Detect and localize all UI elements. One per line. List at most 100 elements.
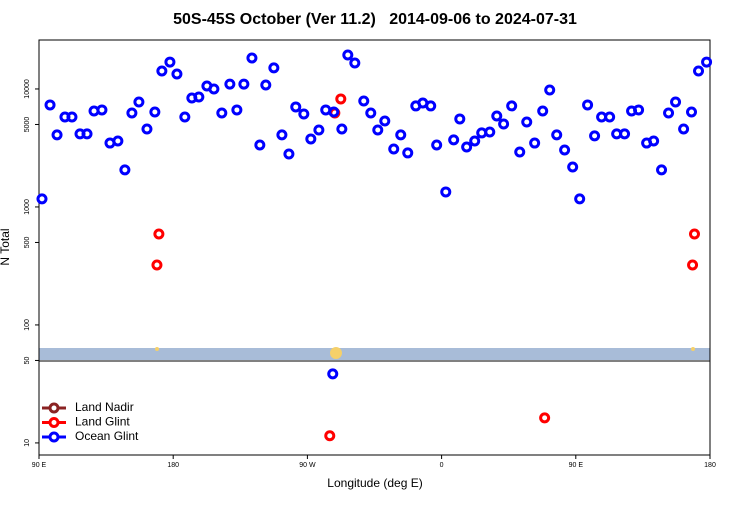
point bbox=[461, 141, 473, 153]
strip-dot bbox=[330, 347, 342, 359]
x-tick-label: 90 E bbox=[569, 462, 584, 469]
point bbox=[254, 139, 266, 151]
point bbox=[693, 65, 705, 77]
x-tick-label: 180 bbox=[167, 462, 179, 469]
point bbox=[328, 106, 340, 118]
point bbox=[96, 104, 108, 116]
point bbox=[327, 368, 339, 380]
point bbox=[498, 118, 510, 130]
point bbox=[551, 129, 563, 141]
point bbox=[156, 65, 168, 77]
x-tick-label: 0 bbox=[440, 462, 444, 469]
point bbox=[216, 107, 228, 119]
point bbox=[66, 111, 78, 123]
point bbox=[663, 107, 675, 119]
point bbox=[268, 62, 280, 74]
point bbox=[246, 52, 258, 64]
x-tick-label: 90 W bbox=[299, 462, 316, 469]
point bbox=[290, 101, 302, 113]
point bbox=[276, 129, 288, 141]
point bbox=[529, 137, 541, 149]
point bbox=[589, 130, 601, 142]
point bbox=[358, 95, 370, 107]
point bbox=[342, 49, 354, 61]
strip-dot bbox=[691, 347, 695, 351]
point bbox=[670, 96, 682, 108]
legend-label: Ocean Glint bbox=[75, 429, 139, 443]
y-tick-label: 100 bbox=[24, 319, 31, 331]
point bbox=[425, 100, 437, 112]
y-tick-label: 5000 bbox=[24, 117, 31, 133]
point bbox=[687, 259, 699, 271]
point bbox=[388, 143, 400, 155]
y-axis-label: N Total bbox=[0, 228, 12, 265]
point bbox=[506, 100, 518, 112]
point bbox=[469, 135, 481, 147]
point bbox=[44, 99, 56, 111]
point bbox=[619, 128, 631, 140]
point bbox=[365, 107, 377, 119]
point bbox=[324, 430, 336, 442]
land-strip bbox=[39, 348, 710, 360]
point bbox=[701, 56, 713, 68]
y-tick-label: 500 bbox=[24, 237, 31, 249]
point bbox=[686, 106, 698, 118]
point bbox=[372, 124, 384, 136]
point bbox=[544, 84, 556, 96]
point bbox=[521, 116, 533, 128]
point bbox=[141, 123, 153, 135]
point bbox=[298, 108, 310, 120]
point bbox=[126, 107, 138, 119]
point bbox=[567, 161, 579, 173]
point bbox=[313, 124, 325, 136]
chart-title: 50S-45S October (Ver 11.2) 2014-09-06 to… bbox=[173, 11, 577, 28]
x-axis-label: Longitude (deg E) bbox=[327, 476, 422, 490]
point bbox=[36, 193, 48, 205]
y-tick-label: 10 bbox=[24, 439, 31, 447]
point bbox=[688, 228, 700, 240]
point bbox=[537, 105, 549, 117]
point bbox=[559, 144, 571, 156]
legend-label: Land Nadir bbox=[75, 400, 134, 414]
strip-dots bbox=[155, 347, 695, 359]
point bbox=[678, 123, 690, 135]
y-tick-label: 1000 bbox=[24, 199, 31, 215]
point bbox=[171, 68, 183, 80]
point bbox=[305, 133, 317, 145]
point bbox=[349, 57, 361, 69]
point bbox=[335, 93, 347, 105]
plot-frame bbox=[38, 39, 711, 456]
point bbox=[336, 123, 348, 135]
point bbox=[604, 111, 616, 123]
point bbox=[208, 83, 220, 95]
point bbox=[164, 56, 176, 68]
point bbox=[395, 129, 407, 141]
point bbox=[81, 128, 93, 140]
point bbox=[582, 99, 594, 111]
point bbox=[574, 193, 586, 205]
point bbox=[224, 78, 236, 90]
legend-label: Land Glint bbox=[75, 415, 130, 429]
point bbox=[491, 110, 503, 122]
point bbox=[454, 113, 466, 125]
point bbox=[193, 91, 205, 103]
y-tick-label: 10000 bbox=[24, 79, 31, 99]
point bbox=[484, 126, 496, 138]
point bbox=[440, 186, 452, 198]
point bbox=[648, 135, 660, 147]
x-tick-label: 180 bbox=[704, 462, 716, 469]
point bbox=[283, 148, 295, 160]
point bbox=[133, 96, 145, 108]
point bbox=[238, 78, 250, 90]
legend-swatch bbox=[48, 417, 60, 428]
y-tick-label: 50 bbox=[24, 356, 31, 364]
point bbox=[112, 135, 124, 147]
point bbox=[51, 129, 63, 141]
point bbox=[448, 134, 460, 146]
point bbox=[151, 259, 163, 271]
legend-swatch bbox=[48, 402, 60, 414]
strip-dot bbox=[155, 347, 159, 351]
legend-swatch bbox=[48, 431, 60, 443]
point bbox=[656, 164, 668, 176]
point bbox=[539, 412, 551, 424]
